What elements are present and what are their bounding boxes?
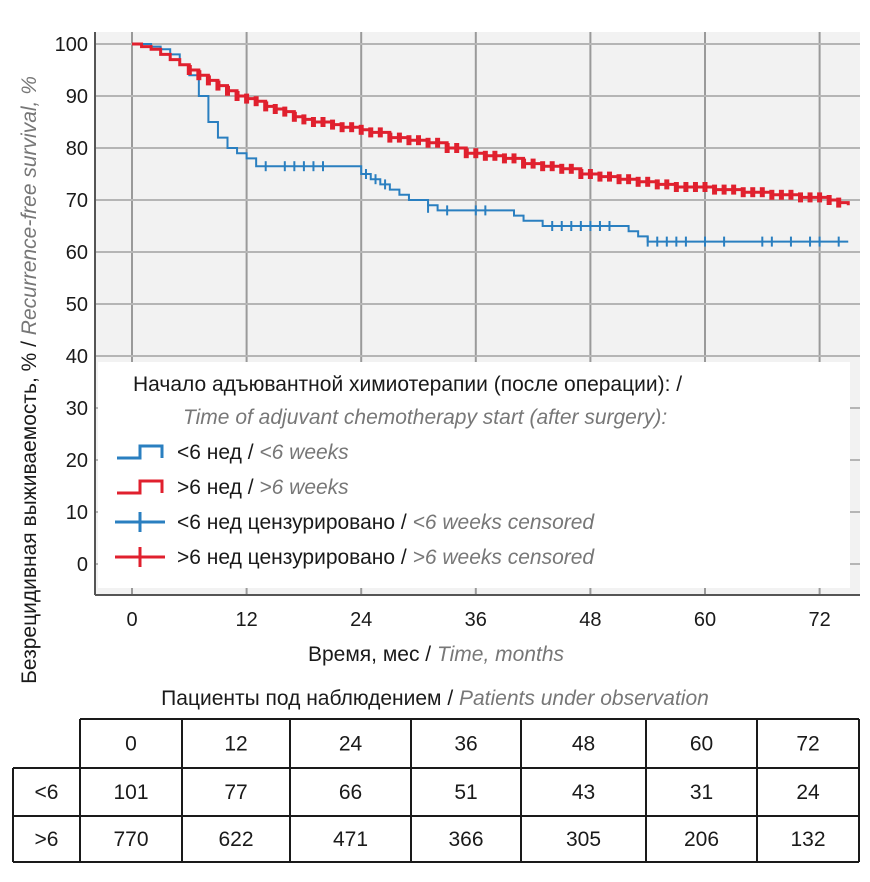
patients-table: 0 12 24 36 48 60 72 <6 101 77 66 51 43 31 24 >6 770 622 47… [12,718,860,863]
table-cell-0-1: 77 [224,781,247,804]
legend-entry-2: <6 нед цензурировано / <6 weeks censored [115,511,595,534]
legend-label-3: >6 нед цензурировано / >6 weeks censored [177,546,595,569]
x-axis-label-sep: / [419,643,437,666]
x-tick-label-12: 12 [235,609,257,631]
table-title-en: Patients under observation [459,687,709,710]
y-tick-label-40: 40 [66,346,88,368]
table-title-sep: / [441,687,459,710]
legend-symbol-1 [117,479,164,495]
legend-label-en-3: >6 weeks censored [413,546,596,569]
legend-background [98,362,850,588]
table-header-60: 60 [690,733,713,756]
x-axis-label-en: Time, months [437,643,565,666]
table-cell-1-2: 471 [333,828,368,851]
table-header-24: 24 [339,733,363,756]
legend-label-sep-3: / [395,546,413,569]
survival-curves [132,42,850,247]
series-1 [132,42,850,208]
legend-label-ru-2: <6 нед цензурировано [177,511,395,534]
legend-label-ru-1: >6 нед [177,476,242,499]
legend-title-ru: Начало адъювантной химиотерапии (после о… [133,373,670,396]
y-tick-label-100: 100 [55,34,88,56]
y-axis-label-sep: / [18,335,41,353]
table-title: Пациенты под наблюдением / Patients unde… [161,687,709,710]
table-header-48: 48 [572,733,595,756]
y-tick-label-90: 90 [66,86,88,108]
table-header-36: 36 [454,733,477,756]
x-tick-label-36: 36 [465,609,487,631]
table-cell-0-2: 66 [339,781,362,804]
legend-label-ru-0: <6 нед [177,441,242,464]
x-axis-label: Время, мес / Time, months [308,643,564,666]
table-cell-0-3: 51 [454,781,477,804]
legend-title: Начало адъювантной химиотерапии (после о… [133,373,682,396]
legend-entry-0: <6 нед / <6 weeks [117,441,349,464]
y-tick-label-50: 50 [66,294,88,316]
y-tick-label-20: 20 [66,450,88,472]
legend-entry-1: >6 нед / >6 weeks [117,476,349,499]
table-cell-1-1: 622 [218,828,253,851]
y-tick-label-10: 10 [66,502,88,524]
legend-entries: <6 нед / <6 weeks >6 нед / >6 weeks <6 нед… [115,441,595,569]
x-tick-labels: 0 12 24 36 48 60 72 [126,609,830,631]
y-axis-label: Безрецидивная выживаемость, % / Recurren… [18,76,41,684]
x-tick-label-72: 72 [808,609,830,631]
table-header-72: 72 [796,733,819,756]
x-tick-label-60: 60 [694,609,716,631]
x-tick-label-24: 24 [350,609,372,631]
y-tick-label-80: 80 [66,138,88,160]
table-cell-0-0: 101 [113,781,148,804]
x-axis-label-ru: Время, мес [308,643,419,666]
y-tick-label-0: 0 [77,554,88,576]
table-title-ru: Пациенты под наблюдением [161,687,441,710]
legend-label-en-1: >6 weeks [259,476,349,499]
table-header-0: 0 [125,733,137,756]
y-tick-label-30: 30 [66,398,88,420]
table-cell-1-4: 305 [566,828,601,851]
x-tick-label-48: 48 [579,609,601,631]
y-axis-label-en: Recurrence-free survival, % [18,76,41,335]
legend-label-sep-2: / [395,511,413,534]
legend-label-sep-1: / [242,476,260,499]
table-cell-0-6: 24 [796,781,820,804]
legend-label-0: <6 нед / <6 weeks [177,441,349,464]
table-cell-1-0: 770 [113,828,148,851]
legend-label-sep-0: / [242,441,260,464]
legend-label-ru-3: >6 нед цензурировано [177,546,395,569]
table-cell-1-5: 206 [684,828,719,851]
legend-label-1: >6 нед / >6 weeks [177,476,349,499]
table-cell-0-5: 31 [690,781,713,804]
x-tick-label-0: 0 [126,609,137,631]
legend: Начало адъювантной химиотерапии (после о… [115,373,682,569]
legend-label-en-0: <6 weeks [259,441,349,464]
y-tick-label-60: 60 [66,242,88,264]
legend-entry-3: >6 нед цензурировано / >6 weeks censored [115,546,595,569]
table-cell-1-6: 132 [790,828,825,851]
legend-label-en-2: <6 weeks censored [413,511,596,534]
legend-title-sep: / [670,373,682,396]
table-header-12: 12 [224,733,247,756]
y-tick-label-70: 70 [66,190,88,212]
y-axis-label-ru: Безрецидивная выживаемость, % [18,353,41,684]
legend-symbol-0 [117,444,164,460]
table-cell-1-3: 366 [448,828,483,851]
table-row-label-1: >6 [35,828,59,851]
legend-label-2: <6 нед цензурировано / <6 weeks censored [177,511,595,534]
legend-subtitle: Time of adjuvant chemotherapy start (aft… [183,406,667,429]
table-row-label-0: <6 [35,781,59,804]
table-cell-0-4: 43 [572,781,595,804]
